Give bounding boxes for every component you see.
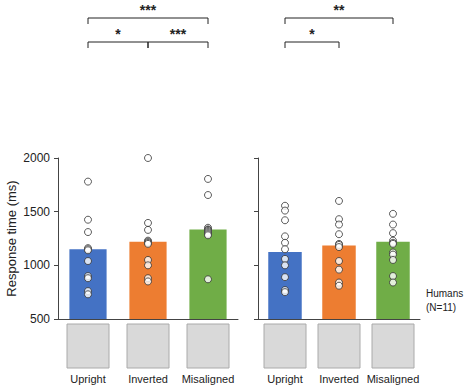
svg-text:***: *** <box>170 26 187 42</box>
svg-text:*: * <box>309 26 315 42</box>
svg-text:*: * <box>115 26 121 42</box>
svg-text:2000: 2000 <box>23 151 50 165</box>
svg-text:Humans: Humans <box>426 288 463 299</box>
svg-text:(N=11): (N=11) <box>426 302 456 313</box>
svg-text:1000: 1000 <box>23 258 50 272</box>
svg-text:Inverted: Inverted <box>128 373 168 385</box>
svg-text:1500: 1500 <box>23 205 50 219</box>
svg-text:Inverted: Inverted <box>319 373 359 385</box>
svg-text:Upright: Upright <box>267 373 302 385</box>
svg-text:Misaligned: Misaligned <box>182 373 235 385</box>
svg-text:Misaligned: Misaligned <box>367 373 420 385</box>
svg-text:**: ** <box>334 2 345 18</box>
svg-text:500: 500 <box>30 312 50 326</box>
svg-text:***: *** <box>140 2 157 18</box>
svg-text:Response time (ms): Response time (ms) <box>4 180 19 296</box>
svg-text:Upright: Upright <box>70 373 105 385</box>
